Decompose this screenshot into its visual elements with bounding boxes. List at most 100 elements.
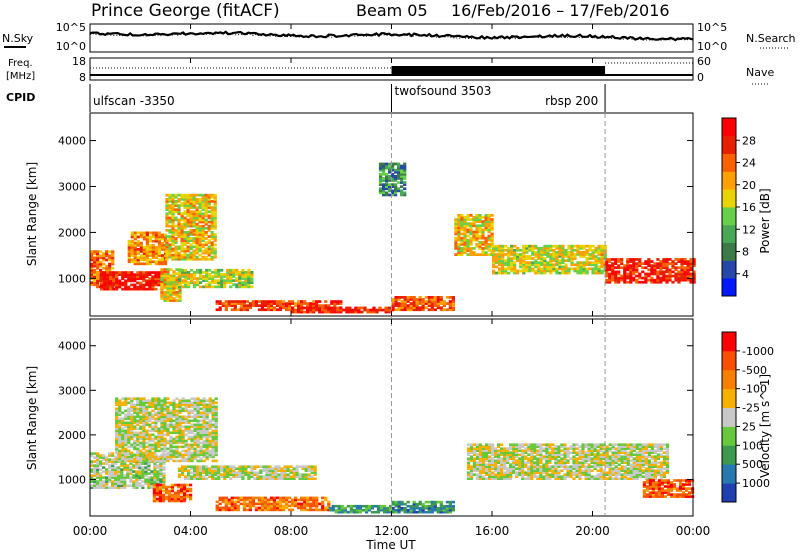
heatmap-cell: [99, 260, 103, 264]
heatmap-cell: [136, 459, 140, 463]
heatmap-cell: [103, 275, 107, 279]
heatmap-cell: [136, 457, 140, 461]
heatmap-cell: [172, 441, 176, 445]
heatmap-cell: [115, 399, 119, 402]
heatmap-cell: [256, 473, 260, 476]
heatmap-cell: [232, 268, 236, 272]
heatmap-cell: [498, 269, 502, 273]
heatmap-cell: [372, 308, 376, 312]
heatmap-cell: [436, 506, 440, 510]
heatmap-cell: [171, 255, 175, 259]
heatmap-cell: [336, 302, 340, 305]
heatmap-cell: [564, 265, 568, 269]
heatmap-cell: [656, 274, 660, 278]
heatmap-cell: [582, 269, 586, 273]
heatmap-cell: [245, 502, 249, 506]
heatmap-cell: [346, 510, 350, 514]
heatmap-cell: [555, 269, 559, 273]
heatmap-cell: [210, 255, 214, 259]
heatmap-cell: [211, 409, 215, 413]
heatmap-cell: [229, 275, 233, 278]
heatmap-cell: [445, 506, 449, 510]
heatmap-cell: [490, 226, 494, 230]
heatmap-cell: [671, 266, 675, 270]
heatmap-cell: [167, 489, 172, 493]
heatmap-cell: [394, 191, 398, 195]
heatmap-cell: [382, 189, 386, 193]
heatmap-cell: [93, 470, 97, 473]
heatmap-cell: [259, 471, 263, 474]
heatmap-cell: [196, 279, 200, 282]
heatmap-cell: [518, 453, 522, 456]
heatmap-cell: [245, 504, 249, 508]
heatmap-cell: [647, 274, 651, 278]
heatmap-cell: [534, 263, 538, 267]
heatmap-cell: [183, 206, 187, 209]
heatmap-cell: [591, 271, 595, 275]
heatmap-cell: [481, 220, 485, 223]
heatmap-cell: [388, 179, 392, 182]
heatmap-cell: [603, 244, 607, 248]
heatmap-cell: [99, 472, 103, 475]
heatmap-cell: [487, 224, 491, 228]
heatmap-cell: [202, 435, 206, 439]
colorbar-segment: [722, 278, 736, 297]
heatmap-cell: [115, 421, 119, 425]
heatmap-cell: [394, 175, 398, 178]
heatmap-cell: [244, 473, 248, 476]
heatmap-cell: [617, 272, 621, 276]
heatmap-cell: [150, 476, 154, 479]
heatmap-cell: [198, 198, 202, 201]
heatmap-cell: [534, 259, 538, 262]
heatmap-cell: [198, 229, 202, 232]
heatmap-cell: [142, 399, 146, 402]
heatmap-cell: [367, 504, 372, 508]
heatmap-cell: [166, 282, 170, 286]
heatmap-cell: [304, 473, 308, 476]
heatmap-cell: [291, 500, 295, 504]
heatmap-cell: [564, 259, 568, 262]
colorbar-tick-label: 16: [742, 201, 756, 214]
heatmap-cell: [198, 220, 202, 224]
heatmap-cell: [211, 439, 215, 443]
heatmap-cell: [147, 462, 151, 465]
heatmap-cell: [152, 487, 156, 491]
heatmap-cell: [127, 273, 131, 276]
heatmap-cell: [600, 259, 604, 262]
heatmap-cell: [100, 281, 104, 285]
heatmap-cell: [96, 256, 100, 260]
heatmap-cell: [193, 403, 197, 407]
heatmap-cell: [594, 267, 598, 271]
heatmap-cell: [199, 445, 203, 449]
heatmap-cell: [211, 403, 215, 407]
heatmap-cell: [307, 475, 311, 478]
heatmap-cell: [488, 459, 492, 462]
heatmap-cell: [96, 464, 100, 467]
heatmap-cell: [282, 500, 286, 504]
heatmap-cell: [518, 459, 522, 462]
heatmap-cell: [171, 257, 175, 261]
heatmap-cell: [330, 306, 334, 310]
heatmap-cell: [300, 498, 304, 502]
heatmap-cell: [491, 447, 495, 450]
heatmap-cell: [472, 232, 476, 236]
heatmap-cell: [205, 445, 209, 449]
heatmap-cell: [683, 270, 687, 274]
heatmap-cell: [183, 195, 187, 199]
heatmap-cell: [186, 255, 190, 259]
heatmap-cell: [534, 265, 538, 269]
heatmap-cell: [614, 276, 618, 280]
heatmap-cell: [156, 470, 160, 473]
heatmap-cell: [114, 462, 118, 465]
heatmap-cell: [199, 419, 203, 423]
heatmap-cell: [330, 308, 334, 312]
heatmap-cell: [501, 259, 505, 262]
heatmap-cell: [184, 409, 188, 413]
heatmap-cell: [162, 468, 166, 471]
heatmap-cell: [373, 510, 378, 514]
heatmap-cell: [229, 477, 233, 480]
heatmap-cell: [403, 191, 407, 195]
heatmap-cell: [481, 251, 485, 254]
heatmap-cell: [406, 298, 410, 301]
heatmap-cell: [469, 243, 473, 246]
